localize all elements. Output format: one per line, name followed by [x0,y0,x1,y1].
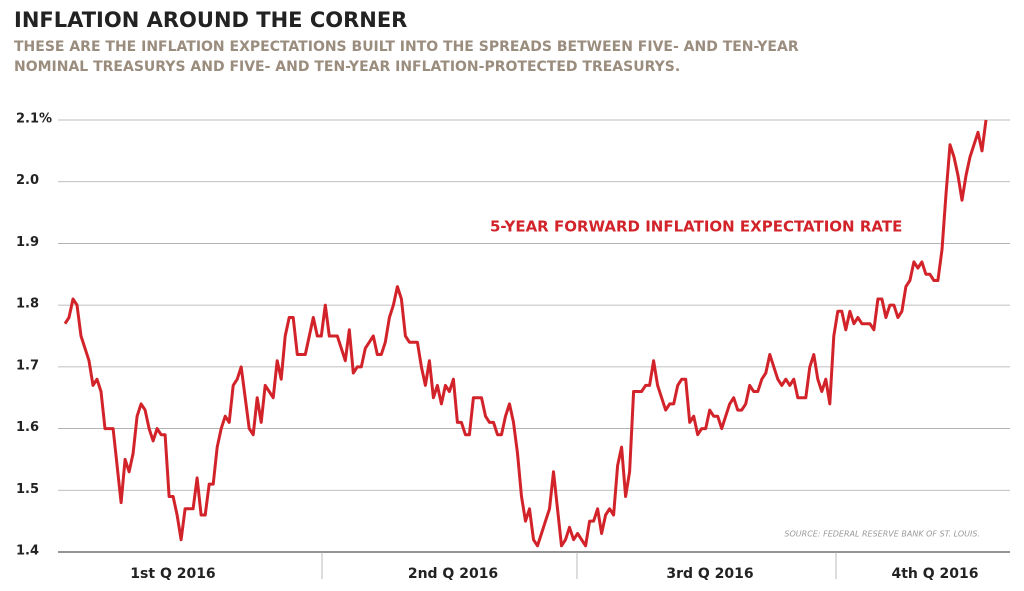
x-tick-label: 2nd Q 2016 [408,566,498,582]
x-tick-label: 4th Q 2016 [891,566,978,582]
x-tick-label: 3rd Q 2016 [666,566,753,582]
chart-subtitle: NOMINAL TREASURYS AND FIVE- AND TEN-YEAR… [14,59,680,75]
y-tick-label: 1.5 [16,482,39,497]
y-tick-label: 1.6 [16,420,39,435]
source-note: SOURCE: FEDERAL RESERVE BANK OF ST. LOUI… [784,530,980,539]
chart-title: INFLATION AROUND THE CORNER [14,8,407,32]
data-line [63,119,988,548]
series-label: 5-YEAR FORWARD INFLATION EXPECTATION RAT… [490,218,902,236]
y-tick-label: 2.0 [16,173,39,188]
y-tick-label: 1.7 [16,358,39,373]
y-tick-label: 1.8 [16,297,39,312]
y-tick-label: 1.9 [16,235,39,250]
chart-subtitle: THESE ARE THE INFLATION EXPECTATIONS BUI… [14,39,799,55]
x-tick-label: 1st Q 2016 [130,566,215,582]
y-tick-label: 2.1% [16,112,52,127]
y-tick-label: 1.4 [16,544,39,559]
